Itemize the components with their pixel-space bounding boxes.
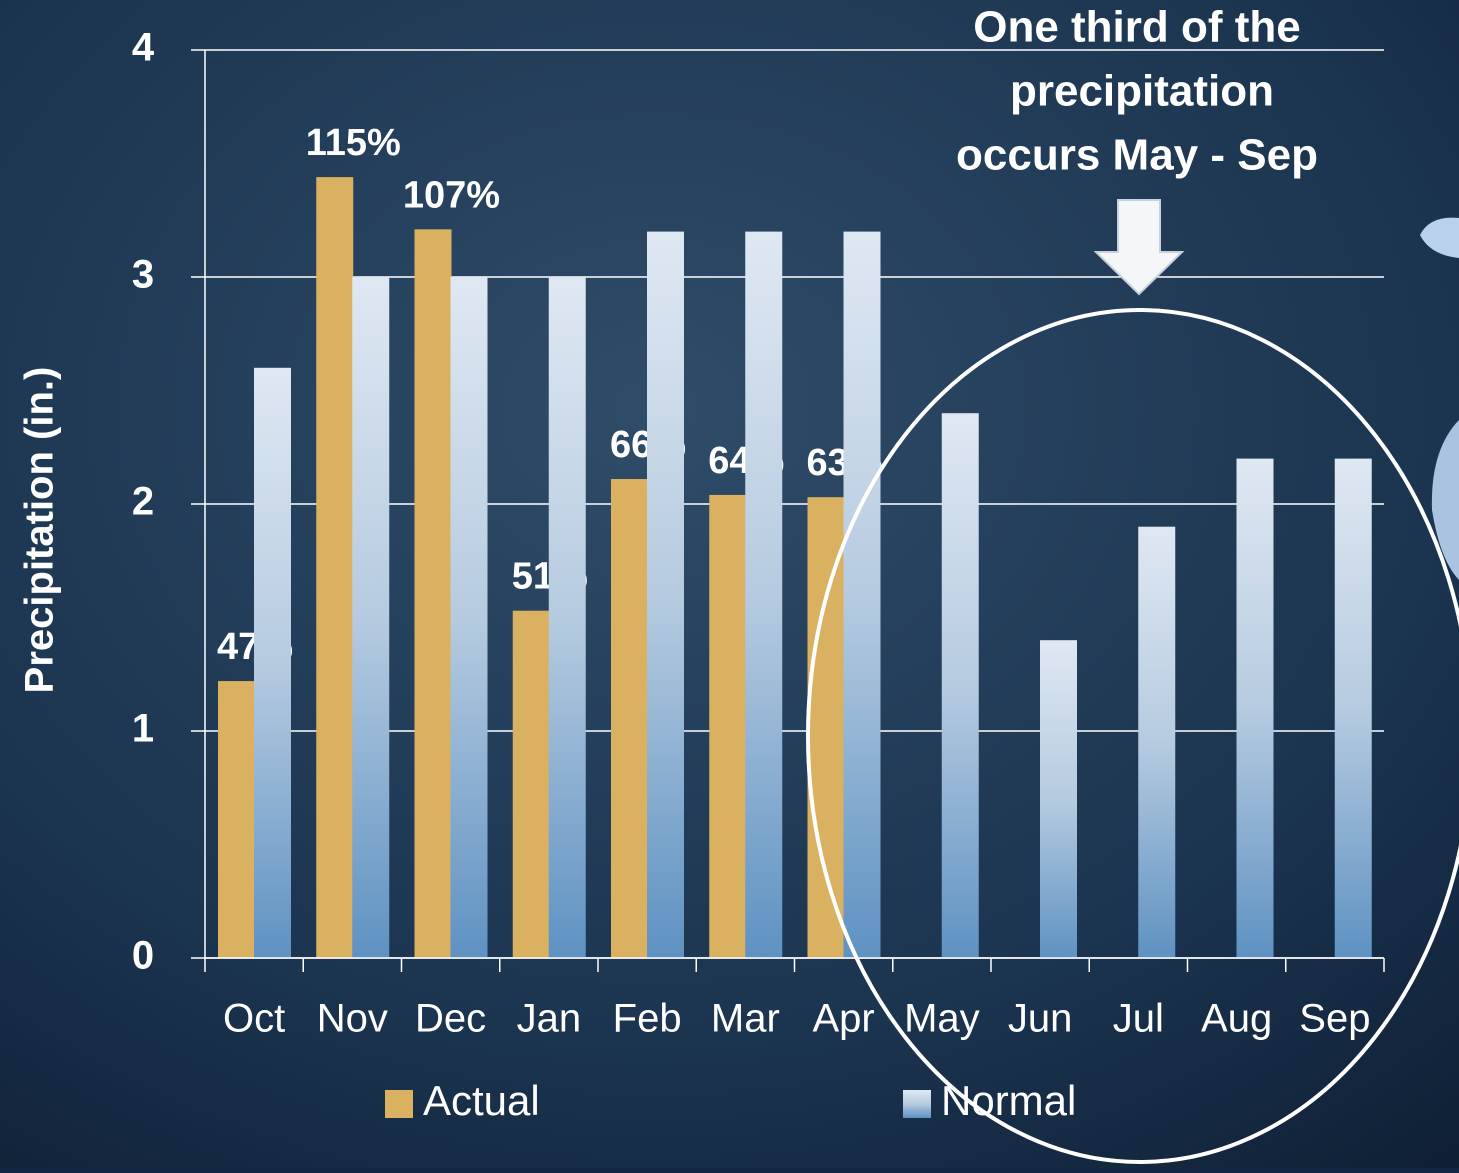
bar — [1138, 526, 1176, 958]
data-label: 115% — [306, 122, 401, 164]
bar — [352, 277, 390, 958]
x-tick-label: May — [904, 997, 980, 1041]
data-label: 107% — [403, 174, 500, 216]
bar — [709, 494, 747, 958]
bar — [548, 277, 586, 958]
bar — [254, 367, 291, 958]
x-tick-label: Apr — [813, 997, 875, 1041]
x-tick-label: Feb — [613, 997, 682, 1041]
x-tick-label: Dec — [415, 997, 486, 1041]
legend-label: Actual — [423, 1077, 540, 1124]
x-tick-label: Mar — [711, 997, 780, 1041]
x-tick-label: Jan — [517, 997, 582, 1041]
bar — [1040, 640, 1077, 958]
x-tick-label: Jun — [1008, 997, 1073, 1041]
x-tick-label: Oct — [223, 997, 285, 1041]
bar — [745, 231, 783, 959]
bar — [316, 177, 354, 958]
x-tick-label: Sep — [1299, 997, 1370, 1041]
y-tick-label: 3 — [132, 253, 154, 297]
y-tick-label: 0 — [132, 934, 154, 978]
x-tick-label: Aug — [1201, 997, 1272, 1041]
x-tick-label: Jul — [1113, 997, 1164, 1041]
y-tick-label: 2 — [132, 480, 154, 524]
bar — [1236, 458, 1274, 958]
bar — [941, 413, 979, 958]
x-tick-label: Nov — [317, 997, 388, 1041]
bar — [611, 479, 648, 958]
decor-cloud — [1420, 217, 1459, 258]
y-tick-label: 4 — [132, 26, 155, 70]
bar — [512, 610, 550, 958]
bar — [647, 231, 684, 959]
legend-swatch — [385, 1090, 413, 1118]
annotation-line: One third of the — [973, 3, 1301, 52]
legend-swatch — [903, 1090, 931, 1118]
bar — [807, 497, 845, 958]
bar — [843, 231, 881, 959]
highlight-ellipse — [806, 308, 1459, 1164]
legend-label: Normal — [941, 1077, 1076, 1124]
bar — [218, 681, 255, 958]
bar — [450, 277, 488, 958]
bar — [414, 229, 452, 958]
y-tick-label: 1 — [132, 707, 154, 751]
bar — [1334, 458, 1372, 958]
annotation-line: precipitation — [1010, 67, 1274, 116]
arrow — [1093, 199, 1185, 296]
annotation: One third of the precipitation occurs Ma… — [956, 3, 1318, 180]
y-axis-label: Precipitation (in.) — [18, 367, 62, 694]
decor-cloud — [1431, 420, 1459, 580]
annotation-line: occurs May - Sep — [956, 131, 1318, 180]
